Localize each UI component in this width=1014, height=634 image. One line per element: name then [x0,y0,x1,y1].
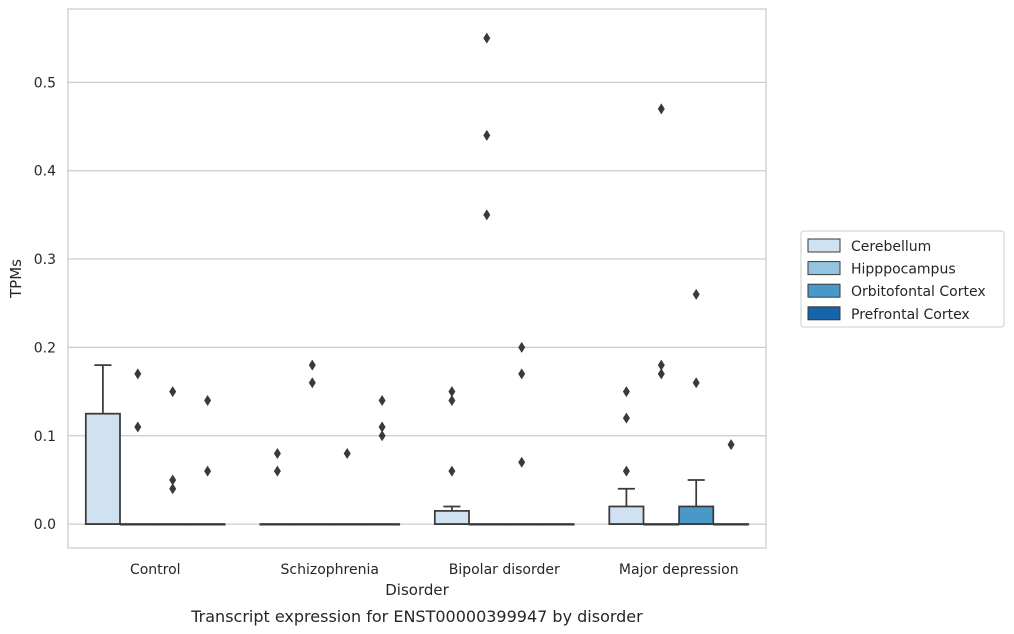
outlier-point [134,421,142,433]
outlier-point [134,368,142,380]
box-group [643,103,680,526]
outlier-point [378,394,386,406]
outlier-point [518,341,526,353]
legend-label: Prefrontal Cortex [851,307,970,323]
box-group [678,288,715,526]
y-tick-labels: 0.0 0.1 0.2 0.3 0.4 0.5 [34,75,56,533]
y-tick-label: 0.3 [34,252,56,268]
outlier-point [518,456,526,468]
box-group [433,386,470,526]
boxes-layer [84,32,750,526]
outlier-point [692,377,700,389]
outlier-point [204,394,212,406]
x-tick-label: Schizophrenia [281,562,379,578]
x-tick-label: Control [130,562,181,578]
y-axis-title: TPMs [7,259,25,299]
outlier-point [622,412,630,424]
box-group [503,341,540,526]
outlier-point [378,430,386,442]
outlier-point [483,209,491,221]
outlier-point [169,483,177,495]
legend-swatch [807,261,841,276]
box-group [84,364,121,526]
x-tick-label: Bipolar disorder [449,562,560,578]
legend-swatch [807,283,841,298]
box [433,510,470,526]
outlier-point [308,359,316,371]
outlier-point [204,465,212,477]
box-group [119,368,156,526]
legend-label: Hipppocampus [851,262,956,278]
outlier-point [692,288,700,300]
y-tick-label: 0.0 [34,517,56,533]
outlier-point [273,447,281,459]
outlier-point [518,368,526,380]
legend-label: Cerebellum [851,239,931,255]
legend-swatch [807,238,841,253]
outlier-point [622,386,630,398]
box [608,505,645,526]
grid-layer [68,81,766,525]
box-group [189,394,226,526]
box-group [364,394,401,526]
box [678,505,715,526]
outlier-point [448,465,456,477]
outlier-point [169,386,177,398]
box-group [259,447,296,526]
box [84,412,121,526]
legend: Cerebellum Hipppocampus Orbitofontal Corte… [800,230,1005,328]
outlier-point [343,447,351,459]
box-group [468,32,505,526]
outlier-point [308,377,316,389]
outlier-point [657,368,665,380]
x-tick-labels: Control Schizophrenia Bipolar disorder Majo… [130,562,739,578]
box-group [608,386,645,526]
outlier-point [273,465,281,477]
y-tick-label: 0.5 [34,75,56,91]
box-group [713,439,750,526]
outlier-point [483,32,491,44]
outlier-point [657,103,665,115]
x-axis-title: Disorder [385,581,449,599]
plot-frame [67,8,767,549]
outlier-point [448,394,456,406]
box-group [294,359,331,526]
figure-caption: Transcript expression for ENST0000039994… [190,607,643,626]
outlier-point [657,359,665,371]
y-tick-label: 0.4 [34,164,56,180]
outlier-point [169,474,177,486]
outlier-point [448,386,456,398]
outlier-point [378,421,386,433]
legend-swatch [807,306,841,321]
box-group [538,523,575,526]
legend-frame [800,230,1005,328]
y-tick-label: 0.1 [34,429,56,445]
y-tick-label: 0.2 [34,340,56,356]
outlier-point [483,129,491,141]
box-group [154,386,191,526]
outlier-point [727,439,735,451]
legend-label: Orbitofontal Cortex [851,284,986,300]
outlier-point [622,465,630,477]
x-tick-label: Major depression [619,562,739,578]
box-group [329,447,366,526]
